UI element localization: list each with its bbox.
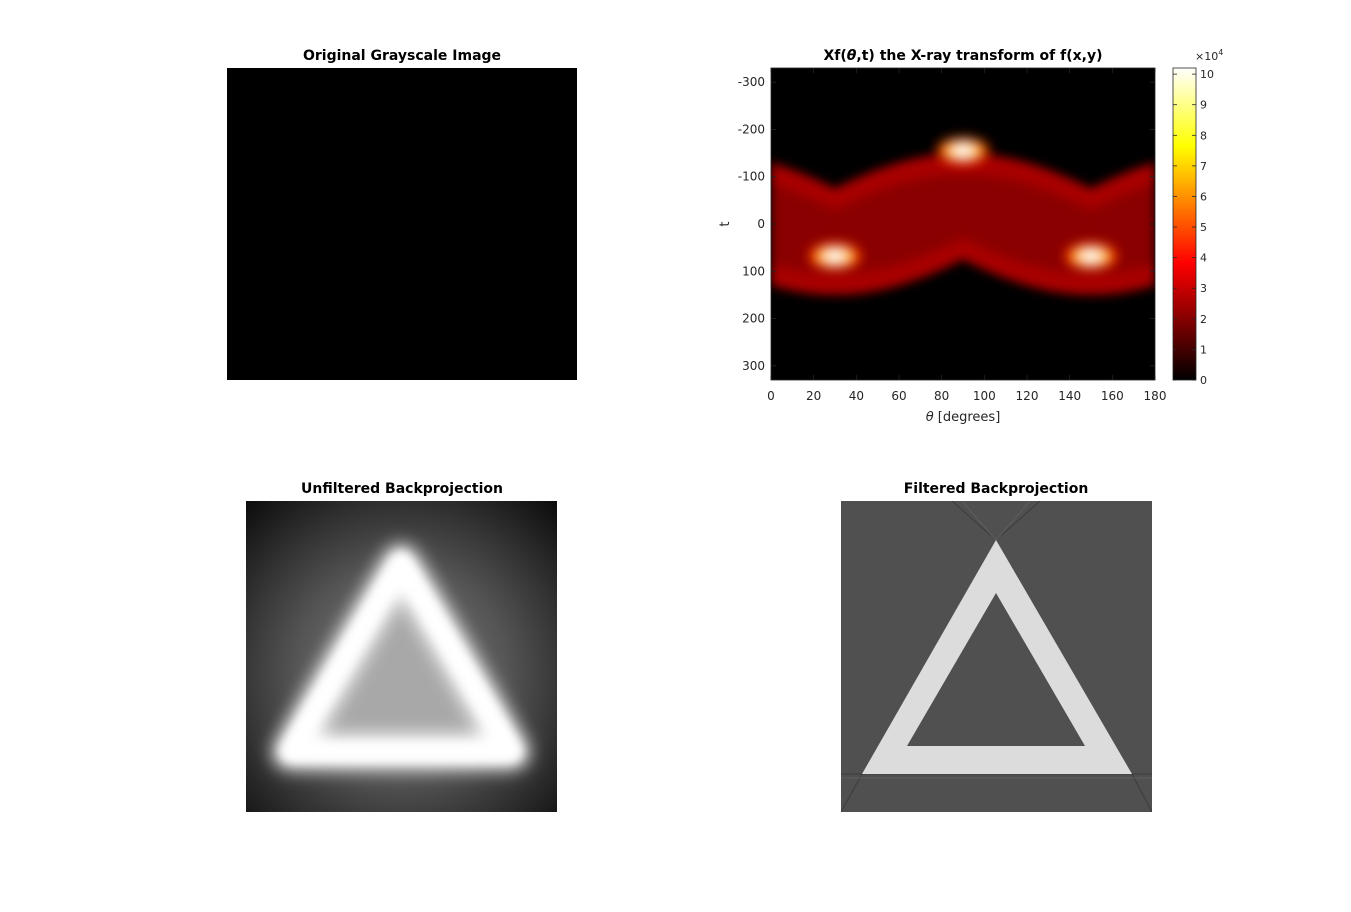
colorbar-tick-label: 10 [1200,68,1214,81]
sinogram-title-theta: θ [847,48,857,64]
panel-filtered: Filtered Backprojection [841,481,1152,812]
sinogram-x-ticks: 0 20 40 60 80 100 120 140 160 180 [767,68,1166,403]
colorbar-tick-label: 2 [1200,313,1207,326]
panel-original: Original Grayscale Image [227,48,577,380]
x-tick-label: 80 [934,389,949,403]
y-tick-label: 0 [757,217,765,231]
colorbar-border [1172,67,1197,381]
x-tick-label: 60 [891,389,906,403]
y-tick-label: 200 [742,312,765,326]
colorbar-tick-label: 1 [1200,343,1207,356]
colorbar-tick-label: 0 [1200,374,1207,387]
filtered-triangle [862,540,1132,774]
filtered-content [841,501,1152,812]
sinogram-bright-spot [1081,250,1101,263]
x-tick-label: 0 [767,389,775,403]
panel-unfiltered: Unfiltered Backprojection [246,481,557,812]
filtered-title: Filtered Backprojection [904,481,1089,497]
x-tick-label: 120 [1016,389,1039,403]
x-tick-label: 160 [1101,389,1124,403]
unfiltered-title: Unfiltered Backprojection [301,481,503,497]
y-tick-label: 300 [742,359,765,373]
colorbar-tick-label: 7 [1200,160,1207,173]
colorbar-ticks: 0 1 2 3 4 5 6 7 8 9 10 [1173,68,1214,387]
unfiltered-inner-glow [290,562,512,752]
colorbar-multiplier: ×104 [1195,48,1223,63]
sinogram-spots [809,137,1117,270]
unfiltered-triangle-core [281,553,521,761]
sinogram-xlabel-text: [degrees] [934,410,1001,425]
sinogram-content [771,137,1155,295]
y-tick-label: -200 [738,122,765,136]
sinogram-title-suffix: ,t) the X-ray transform of f(x,y) [856,48,1102,64]
y-tick-label: -300 [738,75,765,89]
colorbar-tick-label: 3 [1200,282,1207,295]
colorbar-tick-label: 4 [1200,252,1207,265]
colorbar-tick-label: 9 [1200,99,1207,112]
original-title: Original Grayscale Image [303,48,501,64]
sinogram-xlabel: θ [degrees] [926,410,1001,425]
sinogram-title: Xf(θ,t) the X-ray transform of f(x,y) [824,48,1103,64]
x-tick-label: 100 [973,389,996,403]
sinogram-y-ticks: -300 -200 -100 0 100 200 300 [738,75,1155,373]
sinogram-title-prefix: Xf( [824,48,847,64]
y-tick-label: -100 [738,170,765,184]
sinogram-xlabel-symbol: θ [926,410,934,425]
x-tick-label: 20 [806,389,821,403]
x-tick-label: 40 [849,389,864,403]
unfiltered-content [273,545,529,769]
colorbar [1173,68,1196,380]
colorbar-multiplier-base: ×10 [1195,50,1218,63]
colorbar-tick-label: 8 [1200,129,1207,142]
sinogram-ylabel: t [718,221,733,226]
y-tick-label: 100 [742,264,765,278]
x-tick-label: 140 [1058,389,1081,403]
sinogram-bright-spot [953,144,973,157]
original-triangle [257,98,547,350]
sinogram-core [771,174,1155,274]
x-tick-label: 180 [1144,389,1167,403]
colorbar-multiplier-exp: 4 [1218,48,1223,57]
colorbar-tick-label: 6 [1200,190,1207,203]
sinogram-bright-spot [825,250,845,263]
colorbar-tick-label: 5 [1200,221,1207,234]
filtered-streaks-light [841,501,1152,779]
